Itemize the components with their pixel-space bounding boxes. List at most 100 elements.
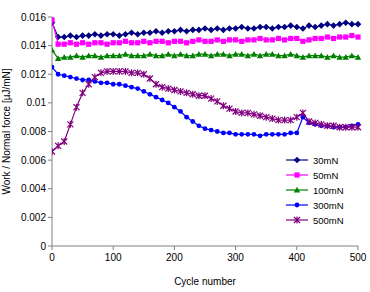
y-tick-label: 0.002: [21, 212, 46, 223]
data-point: [122, 68, 128, 75]
data-point: [294, 24, 301, 31]
data-point: [324, 122, 330, 129]
data-point: [116, 52, 122, 58]
data-point: [300, 25, 307, 32]
data-point: [92, 40, 97, 45]
data-point: [129, 69, 135, 76]
data-point: [189, 27, 196, 34]
data-point: [62, 73, 67, 78]
data-point: [264, 37, 269, 42]
data-point: [190, 119, 195, 124]
data-point: [172, 105, 177, 110]
data-point: [312, 119, 318, 126]
data-point: [196, 92, 202, 99]
data-point: [275, 24, 282, 31]
data-point: [245, 109, 251, 116]
data-point: [104, 42, 109, 47]
y-tick: [48, 217, 52, 218]
data-point: [239, 51, 245, 57]
data-point: [258, 133, 263, 138]
data-point: [208, 27, 215, 34]
data-point: [251, 37, 256, 42]
data-point: [159, 29, 166, 36]
data-point: [184, 115, 189, 120]
data-point: [52, 47, 55, 53]
data-point: [318, 52, 324, 58]
data-point: [215, 129, 220, 134]
data-point: [135, 40, 140, 45]
legend: 30mN50mN100mN300mN500mN: [286, 155, 344, 226]
data-point: [330, 22, 337, 29]
data-point: [159, 52, 165, 58]
y-tick: [48, 160, 52, 161]
x-tick: [358, 246, 359, 250]
data-point: [68, 40, 73, 45]
data-point: [312, 52, 318, 58]
y-tick: [48, 17, 52, 18]
data-point: [134, 52, 140, 58]
data-point: [355, 54, 361, 60]
data-point: [61, 34, 68, 41]
data-point: [147, 40, 152, 45]
data-point: [147, 51, 153, 57]
data-point: [325, 34, 330, 39]
data-point: [270, 37, 275, 42]
data-point: [342, 19, 349, 26]
data-point: [190, 91, 196, 98]
data-point: [104, 52, 110, 58]
data-point: [61, 138, 67, 145]
data-point: [245, 132, 250, 137]
data-point: [275, 117, 281, 124]
data-point: [331, 36, 336, 41]
data-point: [282, 117, 288, 124]
data-point: [232, 25, 239, 32]
data-point: [61, 54, 67, 60]
data-point: [98, 69, 104, 76]
data-point: [221, 131, 226, 136]
data-point: [251, 111, 257, 118]
legend-marker: [294, 187, 300, 193]
data-point: [110, 52, 116, 58]
data-point: [252, 132, 257, 137]
data-point: [264, 132, 269, 137]
data-point: [355, 34, 360, 39]
data-point: [233, 37, 238, 42]
data-point: [263, 51, 269, 57]
data-point: [221, 39, 226, 44]
data-point: [86, 52, 92, 58]
series-line: [52, 71, 358, 151]
data-point: [209, 128, 214, 133]
data-point: [196, 123, 201, 128]
data-point: [86, 81, 92, 88]
data-point: [263, 24, 270, 31]
data-point: [73, 104, 79, 111]
data-point: [183, 28, 190, 35]
data-point: [171, 28, 178, 35]
data-point: [239, 132, 244, 137]
data-point: [153, 28, 160, 35]
data-point: [282, 132, 287, 137]
data-point: [171, 86, 177, 93]
data-point: [203, 126, 208, 131]
data-point: [281, 52, 287, 58]
data-point: [281, 24, 288, 31]
y-tick-label: 0.006: [21, 155, 46, 166]
data-point: [123, 83, 128, 88]
data-point: [86, 42, 91, 47]
data-point: [257, 112, 263, 119]
data-point: [226, 105, 232, 112]
data-point: [67, 54, 73, 60]
data-point: [288, 36, 293, 41]
data-point: [202, 39, 207, 44]
data-point: [337, 34, 342, 39]
data-point: [306, 22, 313, 29]
y-tick-label: 0.014: [21, 40, 46, 51]
y-tick: [48, 131, 52, 132]
data-point: [196, 37, 201, 42]
series-line: [52, 20, 358, 44]
data-point: [294, 114, 300, 121]
data-point: [183, 52, 189, 58]
data-point: [98, 54, 104, 60]
data-point: [105, 80, 110, 85]
data-point: [160, 98, 165, 103]
